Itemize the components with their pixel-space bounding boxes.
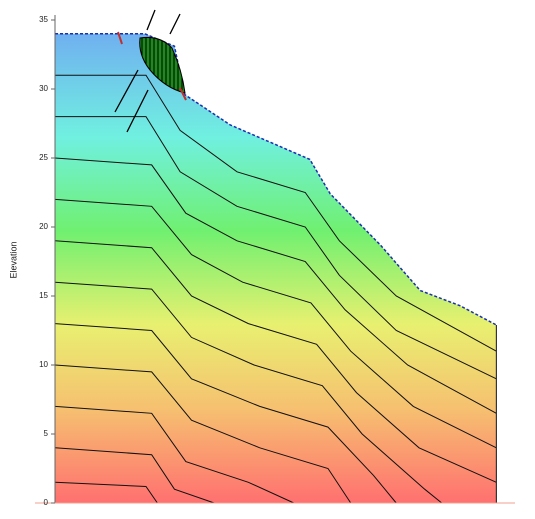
- soil-fill: [55, 34, 496, 503]
- y-tick-label: 10: [39, 360, 48, 369]
- y-tick-label: 35: [39, 15, 48, 24]
- y-tick-label: 25: [39, 153, 48, 162]
- y-tick-label: 0: [44, 498, 49, 507]
- y-tick-label: 15: [39, 291, 48, 300]
- arrow: [170, 14, 180, 34]
- y-tick-label: 20: [39, 222, 48, 231]
- arrow: [147, 10, 155, 30]
- chart: Elevation 0 5 10 15 20 25 30 35: [0, 0, 535, 514]
- y-tick-label: 5: [44, 429, 49, 438]
- y-tick-label: 30: [39, 84, 48, 93]
- plot-area: [55, 34, 496, 503]
- y-axis-label: Elevation: [8, 241, 18, 278]
